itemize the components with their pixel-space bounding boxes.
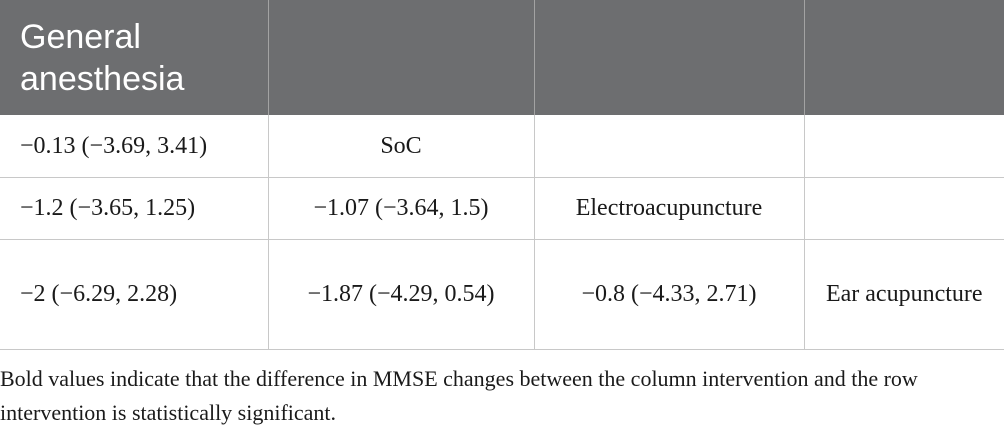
table-cell <box>803 177 1004 240</box>
comparison-table-container: General anesthesia −0.13 (−3.69, 3.41) S… <box>0 0 1004 350</box>
table-row: −2 (−6.29, 2.28) −1.87 (−4.29, 0.54) −0.… <box>0 239 1004 350</box>
table-cell <box>533 115 804 178</box>
table-cell <box>803 115 1004 178</box>
table-cell: −2 (−6.29, 2.28) <box>0 239 268 350</box>
league-table: General anesthesia −0.13 (−3.69, 3.41) S… <box>0 0 1004 350</box>
table-cell: −1.2 (−3.65, 1.25) <box>0 177 268 240</box>
table-cell: −1.87 (−4.29, 0.54) <box>267 239 534 350</box>
table-cell: −0.13 (−3.69, 3.41) <box>0 115 268 178</box>
table-cell: Electroacupuncture <box>533 177 804 240</box>
header-general-anesthesia: General anesthesia <box>20 17 185 98</box>
table-cell: Ear acupuncture <box>803 239 1004 350</box>
table-footnote: Bold values indicate that the difference… <box>0 366 918 425</box>
table-cell: −0.8 (−4.33, 2.71) <box>533 239 804 350</box>
table-header-row: General anesthesia <box>0 0 1004 115</box>
header-cell-4 <box>803 0 1004 115</box>
header-cell-3 <box>533 0 804 115</box>
table-row: −0.13 (−3.69, 3.41) SoC <box>0 115 1004 178</box>
table-row: −1.2 (−3.65, 1.25) −1.07 (−3.64, 1.5) El… <box>0 177 1004 240</box>
header-cell-2 <box>267 0 534 115</box>
table-cell: SoC <box>267 115 534 178</box>
table-cell: −1.07 (−3.64, 1.5) <box>267 177 534 240</box>
